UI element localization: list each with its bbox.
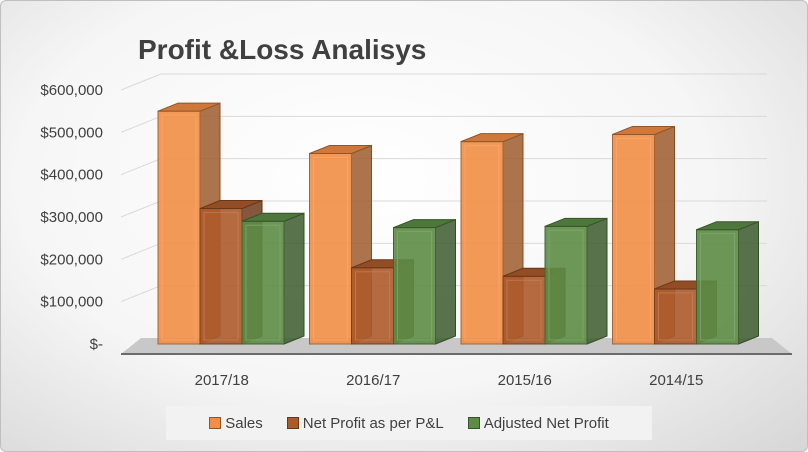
x-tick-label: 2017/18 (195, 372, 249, 389)
bar-adjusted-net-profit-2015-16 (544, 217, 608, 345)
y-tick-label: $- (90, 336, 103, 353)
bar-adjusted-net-profit-2014-15 (696, 220, 759, 345)
y-tick-label: $600,000 (40, 82, 103, 99)
bar-adjusted-net-profit-2016-17 (393, 218, 456, 345)
legend-label: Adjusted Net Profit (483, 414, 609, 432)
bar-adjusted-net-profit-2017-18 (241, 212, 305, 345)
y-tick-label: $300,000 (40, 209, 103, 226)
y-tick-label: $200,000 (40, 251, 103, 268)
y-tick-label: $400,000 (40, 167, 103, 184)
legend-label: Sales (225, 414, 263, 432)
legend-entry: Sales (209, 415, 263, 432)
x-tick-label: 2014/15 (649, 372, 703, 389)
y-tick-label: $500,000 (40, 124, 103, 141)
x-tick-label: 2015/16 (498, 372, 552, 389)
legend-swatch (209, 417, 222, 429)
legend-entry: Net Profit as per P&L (286, 414, 444, 432)
legend-swatch (286, 417, 299, 429)
legend-entry: Adjusted Net Profit (467, 414, 609, 432)
chart-title: Profit &Loss Analisys (138, 34, 427, 65)
legend-swatch (467, 417, 480, 429)
legend-label: Net Profit as per P&L (302, 414, 444, 432)
gridline (120, 73, 767, 91)
chart-legend: Sales Net Profit as per P&L Adjusted Net P… (166, 406, 652, 440)
y-tick-label: $100,000 (40, 294, 103, 311)
x-tick-label: 2016/17 (346, 372, 400, 389)
